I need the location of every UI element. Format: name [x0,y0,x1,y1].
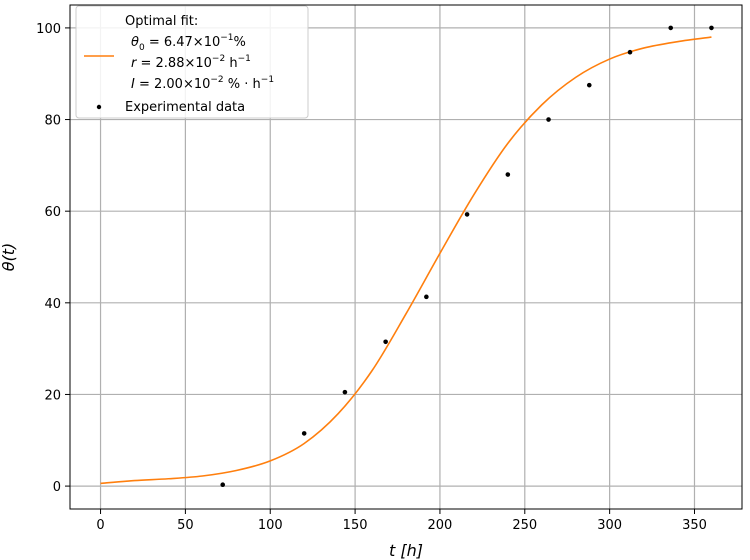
data-point [505,172,511,177]
ticks: 0 50 100 150 200 250 300 350 0 20 40 60 80 100 [36,22,707,533]
x-axis-label: t [h] [389,541,423,560]
data-point [546,117,551,122]
data-point [220,482,226,488]
x-tick-label: 300 [597,518,622,533]
legend-fit-theta0: θ0 = 6.47×10−1% [131,33,246,53]
legend-data-label: Experimental data [125,100,245,115]
legend-fit-I: I = 2.00×10−2 % · h−1 [131,75,274,92]
y-axis-label: θ(t) [0,243,18,272]
y-tick-label: 40 [44,297,61,312]
data-point [709,25,714,31]
fit-line [100,36,712,485]
x-tick-label: 100 [258,518,283,533]
y-tick-label: 100 [36,22,61,37]
data-point [668,25,674,31]
y-tick-label: 20 [44,388,61,403]
x-tick-label: 250 [512,518,537,533]
data-point [301,431,307,436]
x-tick-label: 50 [177,518,194,533]
legend-fit-title: Optimal fit: [125,14,198,29]
y-tick-label: 0 [53,480,61,495]
legend-data-swatch [96,104,102,110]
x-tick-label: 350 [682,518,707,533]
data-point [342,389,348,395]
x-tick-label: 200 [428,518,453,533]
x-tick-label: 0 [96,518,104,533]
legend-fit-r: r = 2.88×10−2 h−1 [131,54,251,71]
data-point [383,339,388,345]
x-tick-label: 150 [343,518,368,533]
legend-box [75,5,309,119]
data-point [424,294,429,300]
legend: Optimal fit: θ0 = 6.47×10−1% r = 2.88×10… [75,5,309,119]
y-tick-label: 80 [44,114,61,129]
data-point [627,49,633,55]
plot-frame [69,4,743,510]
data-point [586,82,592,88]
data-point [464,212,470,217]
series-layer [100,25,714,488]
y-tick-label: 60 [44,205,61,220]
